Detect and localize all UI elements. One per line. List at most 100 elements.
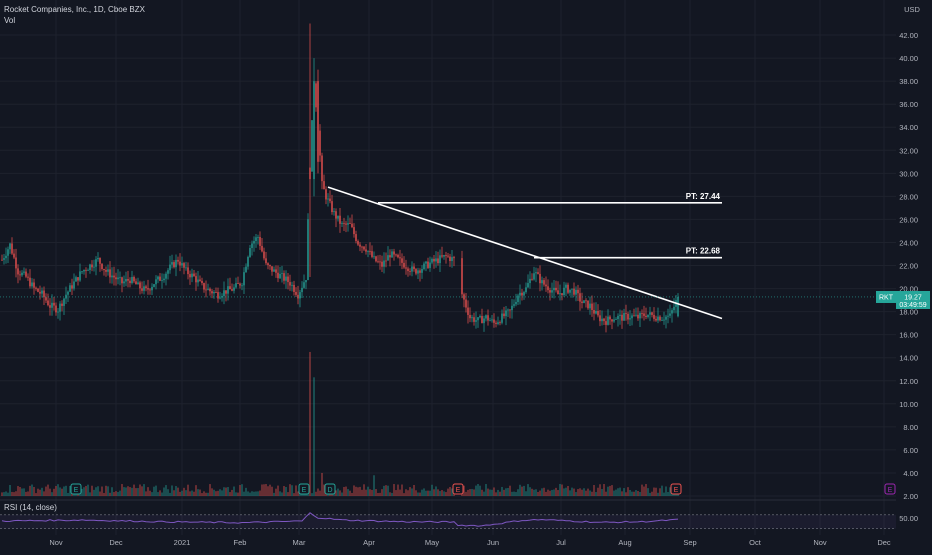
volume-bar [13, 492, 15, 496]
candle-body [159, 276, 161, 281]
volume-bar [287, 492, 289, 496]
candle-body [273, 269, 275, 272]
candle-body [493, 319, 495, 323]
candle-body [505, 310, 507, 317]
candle-body [109, 269, 111, 278]
volume-bar [467, 489, 469, 496]
event-marker-letter: E [74, 487, 79, 494]
candle-body [167, 270, 169, 274]
volume-bar [591, 491, 593, 496]
candle-body [85, 269, 87, 271]
candle-body [211, 291, 213, 294]
candle-body [607, 316, 609, 325]
volume-bar [435, 486, 437, 496]
time-tick-label: Mar [293, 538, 306, 547]
volume-bar [135, 488, 137, 496]
event-marker-letter: E [888, 487, 893, 494]
event-marker[interactable] [884, 483, 896, 495]
volume-bar [617, 488, 619, 496]
symbol-title[interactable]: Rocket Companies, Inc., 1D, Cboe BZX [4, 5, 145, 14]
price-tick-label: 8.00 [903, 423, 918, 432]
volume-bar [181, 490, 183, 496]
candle-body [105, 270, 107, 272]
candle-body [325, 189, 327, 200]
volume-bar [599, 484, 601, 496]
drawings[interactable]: PT: 27.44 PT: 22.68 [327, 186, 723, 320]
candle-body [13, 253, 15, 258]
volume-bar [19, 487, 21, 496]
volume-bar [297, 491, 299, 496]
volume-bar [543, 487, 545, 496]
candle-body [65, 294, 67, 299]
event-marker-letter: E [302, 487, 307, 494]
event-marker[interactable] [70, 483, 82, 495]
candle-body [375, 256, 377, 262]
volume-bar [365, 489, 367, 496]
candle-body [179, 261, 181, 266]
volume-bar [565, 487, 567, 496]
volume-bar [91, 485, 93, 496]
volume-bar [519, 484, 521, 496]
candle-body [229, 286, 231, 290]
candle-body [233, 287, 235, 291]
candle-body [363, 246, 365, 250]
volume-bar [609, 485, 611, 496]
volume-bar [495, 492, 497, 496]
candle-body [181, 263, 183, 266]
volume-label[interactable]: Vol [4, 16, 16, 25]
volume-bar [413, 485, 415, 496]
candle-body [543, 280, 545, 285]
volume-bar [245, 487, 247, 496]
event-marker[interactable] [324, 483, 336, 495]
candle-body [249, 247, 251, 257]
price-tick-label: 34.00 [899, 123, 918, 132]
candle-body [385, 260, 387, 262]
time-tick-label: Jul [556, 538, 566, 547]
candle-body [369, 251, 371, 252]
event-marker[interactable] [298, 483, 310, 495]
candle-body [161, 280, 163, 281]
candle-body [191, 273, 193, 278]
candle-body [263, 251, 265, 259]
candle-body [393, 251, 395, 255]
event-marker[interactable] [670, 483, 682, 495]
candle-body [133, 277, 135, 282]
time-axis[interactable]: Nov Dec 2021 Feb Mar Apr May Jun Jul Aug Sep Oct Nov… [49, 538, 891, 547]
price-tick-label: 16.00 [899, 331, 918, 340]
candle-body [453, 257, 455, 259]
volume-bar [637, 491, 639, 496]
volume-bar [523, 485, 525, 496]
volume-bar [511, 491, 513, 496]
volume-bar [525, 491, 527, 496]
time-tick-label: Dec [109, 538, 123, 547]
volume-bar [335, 490, 337, 496]
candle-body [215, 292, 217, 293]
candle-body [255, 237, 257, 242]
volume-bar [65, 485, 67, 496]
event-marker-letter: E [456, 487, 461, 494]
candle-body [465, 299, 467, 308]
candle-body [241, 285, 243, 287]
time-tick-label: Oct [749, 538, 762, 547]
price-axis-bg[interactable] [896, 0, 932, 535]
candle-body [553, 287, 555, 291]
volume-bar [273, 492, 275, 496]
candle-body [597, 311, 599, 316]
candle-body [11, 243, 13, 254]
volume-bar [521, 486, 523, 496]
event-marker-letter: E [674, 487, 679, 494]
price-axis[interactable]: USD 2.00 4.00 6.00 8.00 10.00 12.00 14.00 16.00 1… [896, 0, 932, 535]
event-marker[interactable] [452, 483, 464, 495]
volume-bar [111, 487, 113, 496]
candle-body [185, 267, 187, 269]
last-price-badge [896, 290, 930, 309]
candle-body [461, 258, 463, 295]
rsi-title[interactable]: RSI (14, close) [4, 503, 57, 512]
candle-body [619, 314, 621, 316]
candle-body [3, 258, 5, 260]
volume-bar [469, 489, 471, 496]
trendline[interactable] [327, 186, 723, 320]
